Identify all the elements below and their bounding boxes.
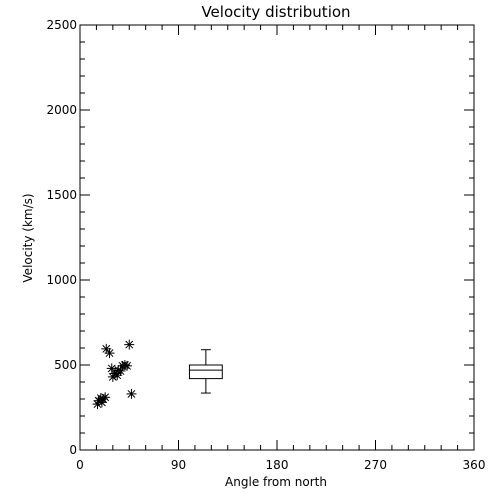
- data-point: [126, 388, 137, 399]
- data-point-stroke: [102, 344, 111, 353]
- y-tick-label: 2500: [46, 18, 77, 32]
- y-tick-label: 0: [69, 443, 77, 457]
- x-tick-label: 0: [76, 458, 84, 472]
- y-axis-ticks: 0 500 1000 1500 2000 2500: [46, 18, 474, 457]
- x-axis-label: Angle from north: [225, 475, 327, 489]
- data-point-stroke: [107, 364, 116, 373]
- data-point-stroke: [127, 389, 136, 398]
- data-point-stroke: [105, 349, 114, 358]
- x-tick-label: 180: [266, 458, 289, 472]
- y-tick-label: 1000: [46, 273, 77, 287]
- boxplot: [188, 349, 223, 394]
- y-tick-label: 500: [54, 358, 77, 372]
- data-point: [104, 348, 115, 359]
- y-tick-label: 1500: [46, 188, 77, 202]
- y-axis-label: Velocity (km/s): [21, 193, 35, 282]
- x-tick-label: 270: [364, 458, 387, 472]
- data-point: [106, 363, 117, 374]
- data-point: [124, 339, 135, 350]
- chart-title: Velocity distribution: [201, 3, 350, 21]
- data-point: [100, 392, 111, 403]
- data-point-stroke: [101, 393, 110, 402]
- x-tick-label: 90: [171, 458, 186, 472]
- data-point: [122, 360, 133, 371]
- x-tick-label: 360: [463, 458, 486, 472]
- data-point-stroke: [125, 340, 134, 349]
- data-point-stroke: [113, 371, 122, 380]
- data-point-stroke: [123, 361, 132, 370]
- y-tick-label: 2000: [46, 103, 77, 117]
- scatter-points: [92, 339, 137, 410]
- x-axis-ticks: 0 90 180 270 360: [76, 25, 485, 472]
